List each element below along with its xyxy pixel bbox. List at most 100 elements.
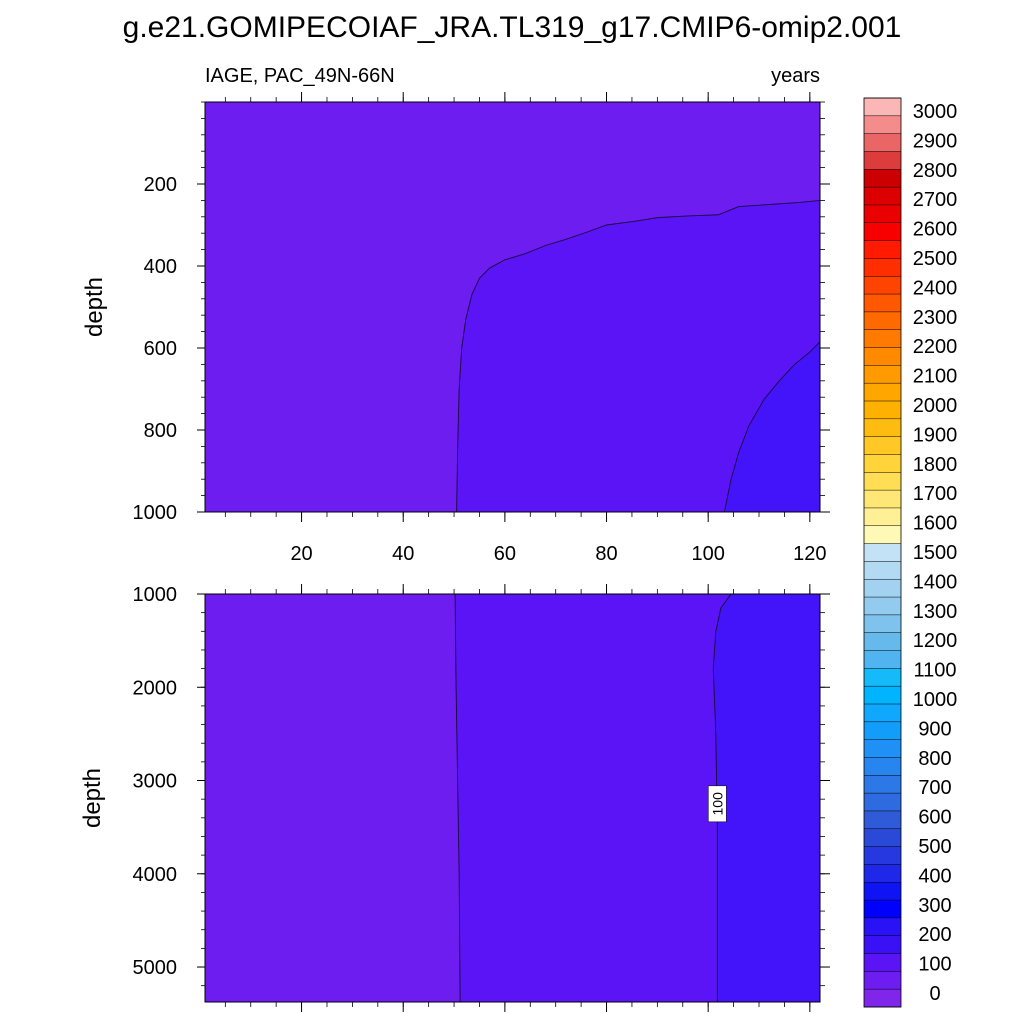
contour-label: 100 <box>709 792 725 816</box>
colorbar-swatch <box>864 810 901 830</box>
y-tick-label: 200 <box>144 174 177 196</box>
y-tick-label: 3000 <box>133 771 178 793</box>
colorbar-swatch <box>864 721 901 741</box>
colorbar-swatch <box>864 204 901 224</box>
colorbar-label: 2900 <box>913 130 958 152</box>
colorbar-swatch <box>864 187 901 206</box>
colorbar-swatch <box>864 311 901 331</box>
colorbar-label: 600 <box>918 807 951 829</box>
colorbar-swatch <box>864 240 901 259</box>
colorbar-swatch <box>864 704 901 723</box>
colorbar-label: 1200 <box>913 630 958 652</box>
colorbar-label: 2800 <box>913 160 958 182</box>
x-tick-label: 20 <box>290 543 312 565</box>
colorbar-swatch <box>864 151 901 170</box>
colorbar-swatch <box>864 686 901 705</box>
colorbar-label: 1900 <box>913 424 958 446</box>
y-tick-label: 4000 <box>133 864 178 886</box>
colorbar-swatch <box>864 133 901 152</box>
colorbar-label: 0 <box>929 983 940 1005</box>
panel-subtitle-left: IAGE, PAC_49N-66N <box>205 65 395 87</box>
colorbar-swatch <box>864 294 901 313</box>
colorbar-label: 2400 <box>913 277 958 299</box>
colorbar-label: 200 <box>918 924 951 946</box>
fill-region-100-150 <box>713 594 820 1002</box>
colorbar-swatch <box>864 401 901 420</box>
colorbar-label: 2000 <box>913 395 958 417</box>
y-tick-label: 5000 <box>133 957 178 979</box>
figure-title: g.e21.GOMIPECOIAF_JRA.TL319_g17.CMIP6-om… <box>123 11 902 44</box>
colorbar-label: 1600 <box>913 513 958 535</box>
colorbar-label: 2100 <box>913 366 958 388</box>
colorbar-label: 100 <box>918 954 951 976</box>
colorbar-label: 300 <box>918 895 951 917</box>
x-tick-label: 120 <box>793 543 826 565</box>
colorbar-label: 700 <box>918 777 951 799</box>
colorbar-label: 2600 <box>913 219 958 241</box>
colorbar-label: 1300 <box>913 601 958 623</box>
plot-frame <box>204 101 821 513</box>
contour-line-100 <box>724 341 821 513</box>
colorbar: 3000290028002700260025002400230022002100… <box>863 97 958 1008</box>
colorbar-label: 1100 <box>913 660 956 682</box>
colorbar-swatch <box>864 490 901 509</box>
colorbar-label: 400 <box>918 865 951 887</box>
y-tick-label: 1000 <box>133 502 178 524</box>
upper-panel: 200 400 600 800 1000 <box>133 92 830 524</box>
lower-panel: 1000 2000 3000 4000 5000 100 <box>133 584 830 1012</box>
y-tick-label: 2000 <box>133 677 178 699</box>
colorbar-swatch <box>864 971 901 990</box>
colorbar-swatch <box>864 739 901 758</box>
colorbar-swatch <box>864 668 901 687</box>
colorbar-label: 2700 <box>913 189 958 211</box>
colorbar-swatch <box>864 169 901 188</box>
colorbar-swatch <box>864 454 901 473</box>
colorbar-label: 2500 <box>913 248 958 270</box>
x-tick-label: 60 <box>494 543 516 565</box>
colorbar-label: 500 <box>918 836 951 858</box>
colorbar-swatch <box>864 543 901 562</box>
x-tick-label: 80 <box>595 543 617 565</box>
colorbar-swatch <box>864 846 901 865</box>
fill-region-100-150 <box>724 341 820 512</box>
x-axis-labels: 20 40 60 80 100 120 <box>290 543 826 565</box>
colorbar-swatch <box>864 989 901 1008</box>
colorbar-swatch <box>864 258 901 277</box>
colorbar-frame <box>863 97 902 1008</box>
colorbar-swatch <box>864 222 901 241</box>
contour-line-50 <box>456 199 821 513</box>
colorbar-swatch <box>864 864 901 883</box>
colorbar-swatch <box>864 579 901 598</box>
colorbar-label: 800 <box>918 748 951 770</box>
panel-subtitle-right: years <box>771 65 820 87</box>
colorbar-label: 1800 <box>913 454 958 476</box>
x-tick-label: 40 <box>392 543 414 565</box>
colorbar-swatch <box>864 828 901 847</box>
contour-line-50 <box>454 593 461 1003</box>
x-tick-label: 100 <box>691 543 724 565</box>
colorbar-label: 1000 <box>913 689 958 711</box>
colorbar-swatch <box>864 614 901 634</box>
plot-frame <box>204 593 821 1003</box>
colorbar-swatch <box>864 472 901 491</box>
colorbar-swatch <box>864 953 901 972</box>
lower-y-axis-label: depth <box>79 768 106 828</box>
y-tick-label: 800 <box>144 420 177 442</box>
colorbar-swatch <box>864 775 901 794</box>
colorbar-swatch <box>864 650 901 669</box>
colorbar-swatch <box>864 525 901 544</box>
colorbar-swatch <box>864 507 901 527</box>
contour-line-100 <box>712 593 732 1002</box>
colorbar-label: 2300 <box>913 307 958 329</box>
colorbar-label: 900 <box>918 718 951 740</box>
colorbar-label: 1500 <box>913 542 958 564</box>
colorbar-swatch <box>864 436 901 455</box>
colorbar-swatch <box>864 418 901 438</box>
y-tick-label: 600 <box>144 338 177 360</box>
colorbar-swatch <box>864 632 901 651</box>
colorbar-swatch <box>864 561 901 580</box>
colorbar-swatch <box>864 98 901 117</box>
colorbar-swatch <box>864 935 901 954</box>
colorbar-label: 3000 <box>913 101 958 123</box>
